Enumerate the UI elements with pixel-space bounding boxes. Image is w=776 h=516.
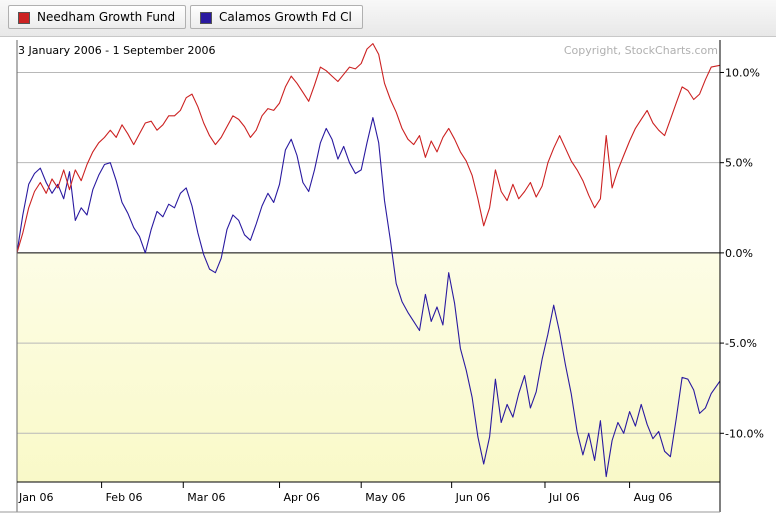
legend-label-calamos: Calamos Growth Fd Cl	[219, 10, 352, 24]
axes: 10.0% 5.0% 0.0% -5.0% -10.0% Jan 06 Feb 06 Mar …	[0, 40, 764, 513]
x-tick-label: Apr 06	[284, 491, 321, 504]
x-tick-label: Jan 06	[18, 491, 53, 504]
chart-subtitle: 3 January 2006 - 1 September 2006	[18, 44, 215, 57]
series-line-calamos	[16, 117, 721, 478]
legend-label-needham: Needham Growth Fund	[37, 10, 176, 24]
y-tick-label: 10.0%	[725, 66, 760, 79]
x-tick-label: May 06	[365, 491, 405, 504]
legend-item-calamos[interactable]: Calamos Growth Fd Cl	[190, 5, 363, 29]
y-tick-label: -10.0%	[725, 427, 764, 440]
x-tick-label: Mar 06	[187, 491, 225, 504]
legend-bar: Needham Growth Fund Calamos Growth Fd Cl	[0, 0, 776, 37]
y-tick-label: -5.0%	[725, 337, 757, 350]
legend-swatch-calamos	[200, 12, 212, 24]
series-line-needham	[16, 43, 721, 254]
x-tick-label: Aug 06	[634, 491, 673, 504]
legend-item-needham[interactable]: Needham Growth Fund	[8, 5, 187, 29]
grid-lines	[17, 71, 720, 434]
plot-background-negative	[17, 252, 720, 482]
x-tick-label: Feb 06	[106, 491, 143, 504]
legend-swatch-needham	[18, 12, 30, 24]
y-tick-label: 5.0%	[725, 157, 753, 170]
series-lines	[16, 43, 721, 478]
plot-background-positive	[17, 40, 720, 253]
y-tick-label: 0.0%	[725, 247, 753, 260]
x-tick-label: Jun 06	[455, 491, 491, 504]
x-tick-label: Jul 06	[548, 491, 580, 504]
price-performance-chart: 10.0% 5.0% 0.0% -5.0% -10.0% Jan 06 Feb 06 Mar …	[0, 40, 764, 513]
copyright-text: Copyright, StockCharts.com	[564, 44, 718, 57]
